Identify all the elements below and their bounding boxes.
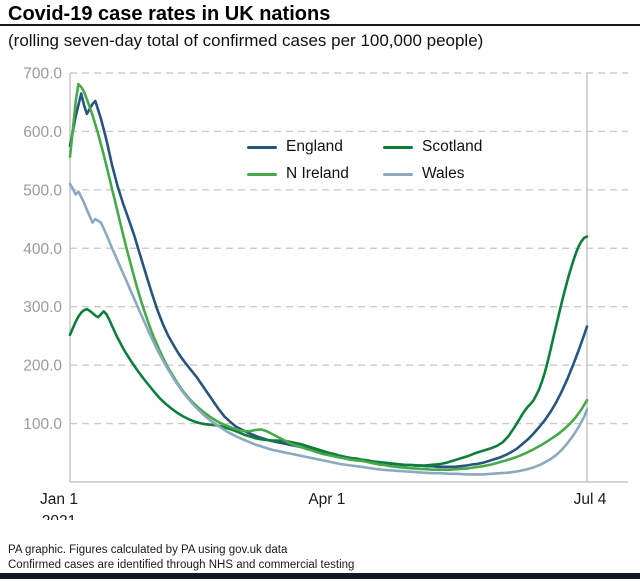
y-tick-label: 100.0 bbox=[23, 416, 62, 433]
x-tick-label: Jul 4 bbox=[574, 491, 607, 508]
footer-note-method: Confirmed cases are identified through N… bbox=[8, 559, 355, 572]
legend-item-wales: Wales bbox=[383, 165, 482, 183]
y-tick-label: 300.0 bbox=[23, 299, 62, 316]
legend-line-swatch bbox=[247, 145, 277, 149]
y-tick-label: 400.0 bbox=[23, 241, 62, 258]
title-underline bbox=[0, 24, 640, 26]
bottom-accent-bar bbox=[0, 573, 640, 579]
x-tick-label: Apr 1 bbox=[308, 491, 345, 508]
legend-label: N Ireland bbox=[286, 165, 349, 182]
x-tick-label: Jan 1 bbox=[40, 491, 78, 508]
legend-label: Wales bbox=[422, 165, 465, 182]
x-tick-sublabel: 2021 bbox=[42, 513, 76, 520]
y-tick-label: 600.0 bbox=[23, 124, 62, 141]
line-chart-svg: 100.0 200.0 300.0 400.0 500.0 600.0 700.0 Jan 1… bbox=[23, 66, 628, 520]
chart-legend: England Scotland N Ireland Wales bbox=[247, 138, 482, 183]
legend-line-swatch bbox=[383, 145, 413, 149]
y-tick-label: 500.0 bbox=[23, 182, 62, 199]
page-subtitle: (rolling seven-day total of confirmed ca… bbox=[8, 31, 484, 50]
legend-item-scotland: Scotland bbox=[383, 138, 482, 156]
footer-notes: PA graphic. Figures calculated by PA usi… bbox=[8, 543, 354, 573]
legend-item-n-ireland: N Ireland bbox=[247, 165, 383, 183]
legend-label: England bbox=[286, 138, 343, 155]
chart-area: 100.0 200.0 300.0 400.0 500.0 600.0 700.0 Jan 1… bbox=[0, 60, 640, 520]
y-tick-label: 700.0 bbox=[23, 66, 62, 83]
line-n-ireland bbox=[68, 82, 589, 472]
footer-note-source: PA graphic. Figures calculated by PA usi… bbox=[8, 544, 288, 556]
line-wales bbox=[68, 182, 589, 476]
legend-item-england: England bbox=[247, 138, 383, 156]
page-title: Covid-19 case rates in UK nations bbox=[8, 3, 331, 25]
legend-line-swatch bbox=[247, 172, 277, 176]
line-scotland bbox=[68, 235, 589, 467]
y-tick-label: 200.0 bbox=[23, 358, 62, 375]
legend-label: Scotland bbox=[422, 138, 483, 155]
legend-line-swatch bbox=[383, 172, 413, 176]
